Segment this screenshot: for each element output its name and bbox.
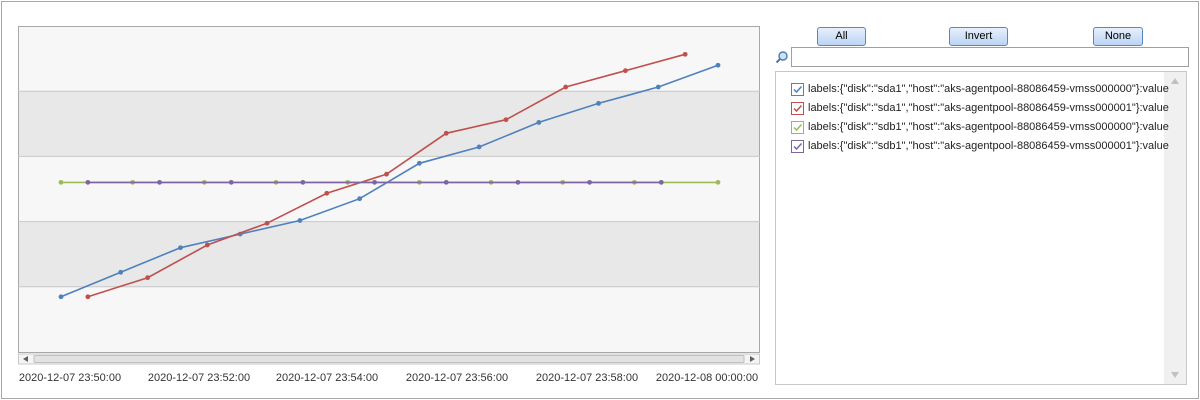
data-point[interactable] [416,160,422,166]
data-point[interactable] [443,130,449,136]
data-point[interactable] [587,179,592,185]
data-point[interactable] [204,242,210,248]
plot-background [18,26,760,353]
series-label: labels:{"disk":"sda1","host":"aks-agentp… [808,102,1169,114]
search-icon [775,51,788,64]
x-tick-label: 2020-12-07 23:52:00 [147,372,251,384]
data-point[interactable] [476,144,482,150]
data-point[interactable] [58,179,64,185]
data-point[interactable] [300,179,306,185]
checkmark-icon [793,85,803,94]
series-label: labels:{"disk":"sdb1","host":"aks-agentp… [808,140,1169,152]
vertical-scrollbar[interactable] [1164,72,1186,384]
none-button[interactable]: None [1093,27,1143,46]
series-label: labels:{"disk":"sdb1","host":"aks-agentp… [808,121,1169,133]
search-row [775,47,1189,67]
data-point[interactable] [372,179,377,185]
checkmark-icon [793,104,803,113]
data-point[interactable] [715,62,721,68]
checkmark-icon [793,142,803,151]
scroll-left-icon[interactable] [23,356,28,362]
series-checkbox[interactable] [791,83,804,96]
data-point[interactable] [503,117,509,123]
scroll-right-icon[interactable] [750,356,755,362]
data-point[interactable] [658,179,664,185]
data-point[interactable] [85,179,91,185]
x-tick-label: 2020-12-07 23:54:00 [275,372,379,384]
data-point[interactable] [384,171,389,177]
data-point[interactable] [118,269,124,275]
data-point[interactable] [515,179,521,185]
data-point[interactable] [324,190,330,196]
scroll-up-icon[interactable] [1171,78,1179,84]
series-checkbox[interactable] [791,121,804,134]
all-button[interactable]: All [817,27,866,46]
x-axis-labels: 2020-12-07 23:50:00 2020-12-07 23:52:00 20… [2,372,772,390]
data-point[interactable] [596,100,601,106]
data-point[interactable] [85,294,91,300]
data-point[interactable] [443,179,449,185]
data-point[interactable] [297,218,303,223]
x-tick-label: 2020-12-07 23:56:00 [405,372,509,384]
series-line-1 [60,64,719,298]
data-point[interactable] [264,220,270,226]
data-point[interactable] [58,294,64,300]
data-point[interactable] [655,84,661,90]
grid-band [19,91,759,157]
plot-area [18,26,760,366]
series-list: labels:{"disk":"sda1","host":"aks-agentp… [775,71,1187,385]
data-point[interactable] [228,179,234,185]
scroll-down-icon[interactable] [1171,372,1179,378]
grid-band [19,221,759,287]
data-point[interactable] [563,84,569,90]
data-point[interactable] [536,120,542,125]
data-point[interactable] [157,179,162,185]
data-point[interactable] [357,196,363,202]
scrollbar-thumb[interactable] [33,355,745,363]
search-input[interactable] [791,47,1189,67]
invert-button[interactable]: Invert [949,27,1008,46]
data-point[interactable] [145,275,151,281]
line-chart [18,26,760,365]
data-point[interactable] [682,51,688,57]
data-point[interactable] [623,68,628,74]
series-label: labels:{"disk":"sda1","host":"aks-agentp… [808,83,1169,95]
x-tick-label: 2020-12-07 23:50:00 [18,372,122,384]
series-checkbox[interactable] [791,102,804,115]
checkmark-icon [793,123,803,132]
series-checkbox[interactable] [791,140,804,153]
data-point[interactable] [178,245,183,251]
x-tick-label: 2020-12-07 23:58:00 [535,372,639,384]
x-tick-label: 2020-12-08 00:00:00 [655,372,759,384]
data-point[interactable] [715,179,721,185]
